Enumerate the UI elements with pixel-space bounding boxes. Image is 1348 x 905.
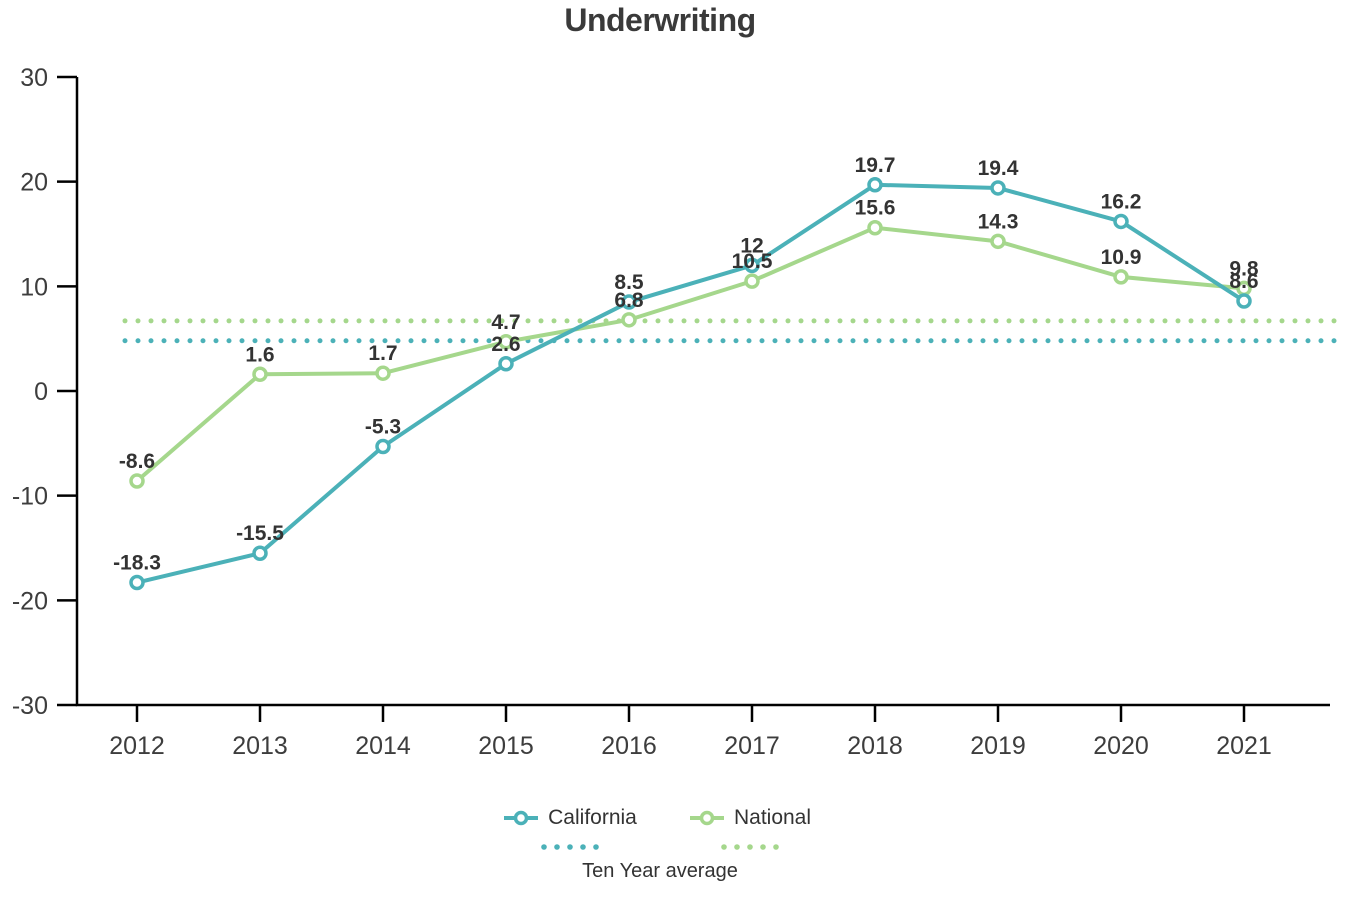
y-tick-label: 30 <box>20 64 48 92</box>
legend-item-california-average[interactable] <box>480 843 660 851</box>
national-value-label-2020: 10.9 <box>1101 246 1142 269</box>
national-point-2014 <box>375 365 391 381</box>
national-point-2018 <box>867 219 883 236</box>
national-value-label-2016: 6.8 <box>614 289 644 312</box>
california-point-2017 <box>744 257 760 274</box>
x-tick-label-2016: 2016 <box>601 732 657 760</box>
national-point-2020 <box>1113 269 1129 285</box>
x-tick-label-2015: 2015 <box>478 732 534 760</box>
california-value-label-2019: 19.4 <box>978 157 1019 180</box>
national-value-label-2021: 9.8 <box>1229 257 1259 280</box>
california-point-2013 <box>252 545 268 561</box>
national-legend-marker-icon <box>689 809 725 827</box>
california-point-2014 <box>375 438 391 455</box>
x-tick-label-2012: 2012 <box>109 732 165 760</box>
national-value-label-2018: 15.6 <box>855 197 896 220</box>
california-point-2018 <box>867 177 883 193</box>
national-average-dots-icon <box>720 843 781 851</box>
x-tick-label-2019: 2019 <box>970 732 1026 760</box>
national-value-label-2013: 1.6 <box>245 343 274 366</box>
axis-lines <box>75 77 1330 707</box>
california-point-2015 <box>498 356 514 372</box>
national-point-2016 <box>621 312 637 328</box>
y-tick-label: 20 <box>20 169 48 197</box>
legend-grid: California National <box>480 806 840 851</box>
national-value-label-2019: 14.3 <box>978 210 1019 233</box>
california-value-label-2020: 16.2 <box>1101 190 1142 213</box>
california-value-label-2021: 8.6 <box>1229 270 1258 293</box>
x-tick-label-2020: 2020 <box>1093 732 1149 760</box>
y-tick-label: 10 <box>20 273 48 301</box>
california-line <box>135 182 1246 585</box>
california-value-label-2016: 8.5 <box>614 271 644 294</box>
national-point-2017 <box>744 273 760 289</box>
national-line <box>135 225 1246 484</box>
y-tick-label: 0 <box>34 378 48 406</box>
x-tick-label-2018: 2018 <box>847 732 903 760</box>
national-value-label-2017: 10.5 <box>732 250 773 273</box>
national-average-line <box>122 318 1337 324</box>
chart-legend: California National Ten Year average <box>0 806 1320 883</box>
x-tick-label-2014: 2014 <box>355 732 411 760</box>
california-value-label-2012: -18.3 <box>113 552 161 575</box>
california-average-dots-icon <box>540 843 601 851</box>
national-value-label-2015: 4.7 <box>491 311 520 334</box>
national-value-label-2012: -8.6 <box>119 450 155 473</box>
california-point-2020 <box>1113 213 1129 230</box>
california-legend-marker-icon <box>503 809 539 827</box>
x-tick-label-2021: 2021 <box>1216 732 1272 760</box>
ten-year-average-label: Ten Year average <box>582 860 738 882</box>
california-point-2016 <box>621 294 637 310</box>
california-value-label-2018: 19.7 <box>855 154 896 177</box>
x-tick-label-2013: 2013 <box>232 732 288 760</box>
california-value-label-2013: -15.5 <box>236 522 284 545</box>
california-value-label-2017: 12 <box>740 234 763 257</box>
y-tick-label: -10 <box>12 483 48 511</box>
california-value-label-2014: -5.3 <box>365 415 401 438</box>
y-tick-label: -20 <box>12 587 48 615</box>
x-tick-label-2017: 2017 <box>724 732 780 760</box>
national-value-label-2014: 1.7 <box>368 342 397 365</box>
plot-area: -8.6 1.6 1.7 4.7 6.8 10.5 15.6 14.3 10.9 9.8 -18.3… <box>12 64 1337 760</box>
legend-label-california: California <box>548 806 637 829</box>
california-average-line <box>122 338 1337 344</box>
national-point-2019 <box>990 233 1006 250</box>
legend-item-california[interactable]: California <box>480 806 660 830</box>
chart-title: Underwriting <box>564 2 756 38</box>
california-value-label-2015: 2.6 <box>491 333 520 356</box>
legend-item-national-average[interactable] <box>660 843 840 851</box>
national-point-2013 <box>252 366 268 383</box>
california-point-2021 <box>1236 293 1252 309</box>
legend-label-national: National <box>733 806 812 829</box>
california-point-2019 <box>990 180 1006 196</box>
legend-item-national[interactable]: National <box>660 806 840 830</box>
california-point-2012 <box>129 574 145 591</box>
national-point-2012 <box>129 473 145 489</box>
national-point-2015 <box>498 334 514 350</box>
y-tick-label: -30 <box>12 692 48 720</box>
